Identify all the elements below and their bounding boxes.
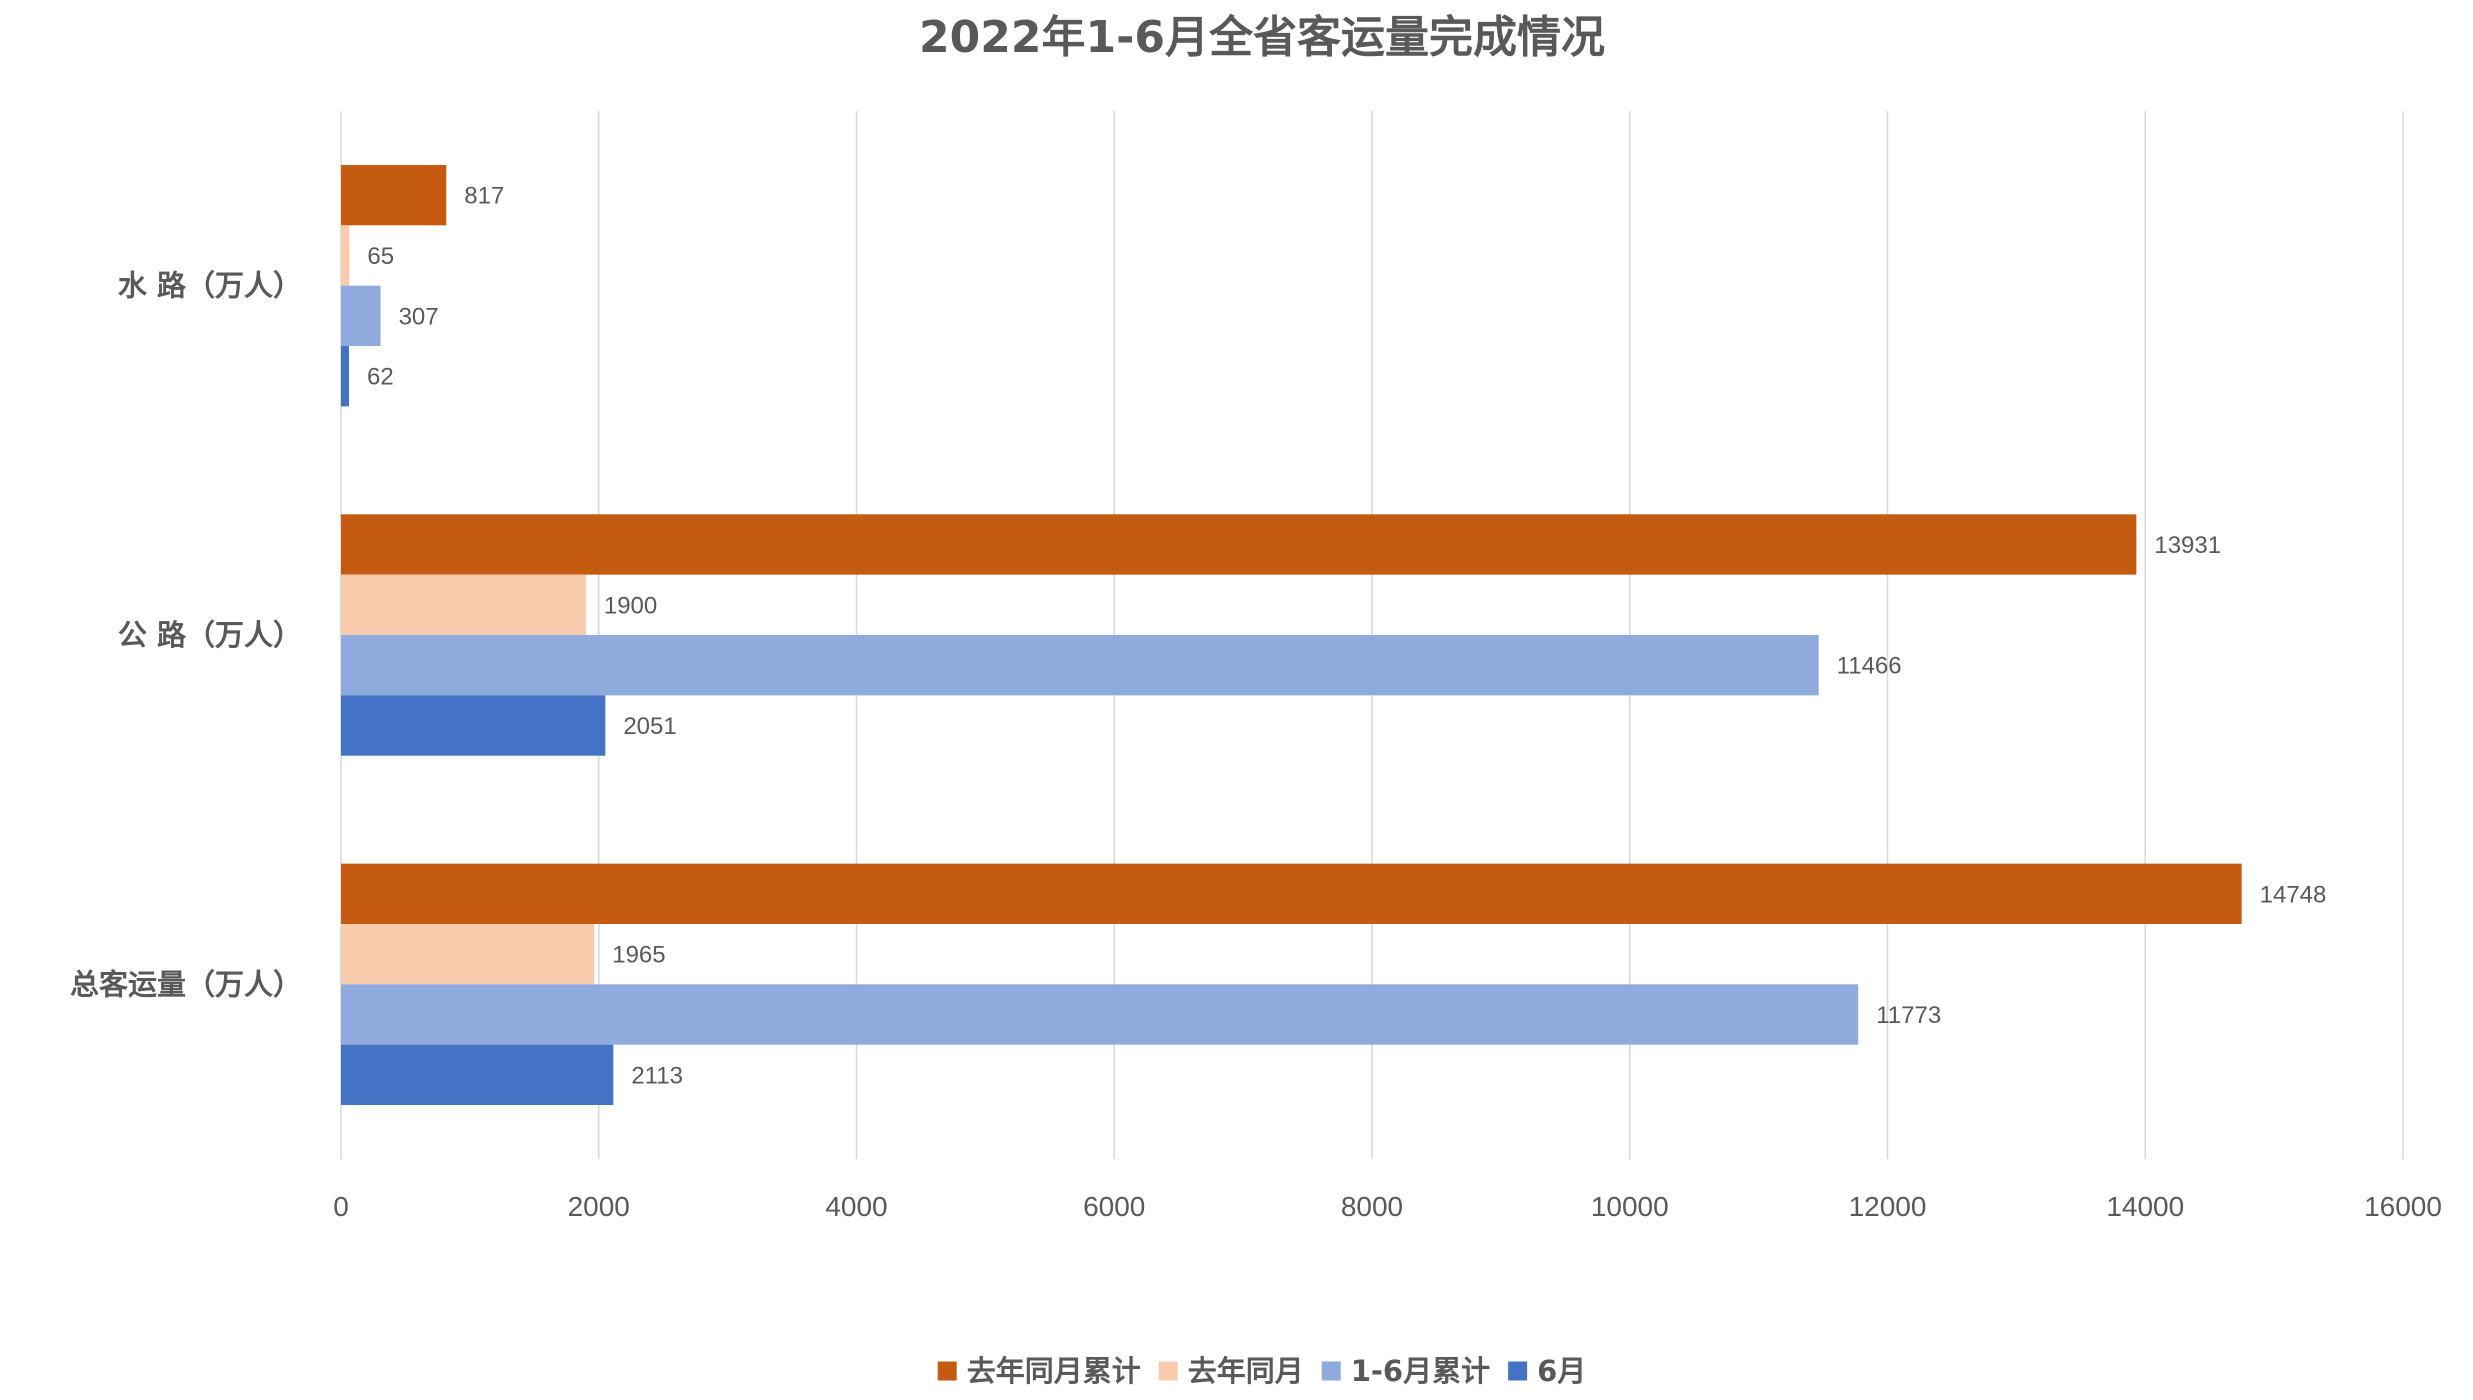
x-tick-label-14000: 14000 [2106,1191,2184,1222]
bar-june-highway [341,695,606,756]
x-tick-label-6000: 6000 [1083,1191,1145,1222]
bar-last-year-cumulative-highway [341,514,2137,575]
legend-item-last-year-cumulative: 去年同月累计 [937,1354,1141,1388]
data-label-last-year-cumulative-waterway: 817 [464,183,504,210]
bar-jan-jun-cumulative-total-passenger [341,984,1859,1045]
legend: 去年同月累计 去年同月 1-6月累计 6月 [937,1354,1586,1388]
data-label-june-waterway: 62 [367,364,394,391]
chart-title: 2022年1-6月全省客运量完成情况 [919,12,1605,63]
legend-label-jan-jun-cumulative: 1-6月累计 [1351,1354,1490,1388]
x-tick-label-12000: 12000 [1849,1191,1927,1222]
data-label-june-highway: 2051 [623,713,676,740]
legend-swatch-last-year-cumulative [937,1361,957,1381]
bar-last-year-cumulative-waterway [341,164,447,226]
x-tick-label-16000: 16000 [2364,1191,2442,1222]
data-label-last-year-same-month-total-passenger: 1965 [612,942,665,969]
legend-swatch-june [1508,1361,1528,1381]
data-label-june-total-passenger: 2113 [631,1062,683,1089]
bar-last-year-same-month-waterway [341,225,350,286]
category-axis: 水 路（万人） 公 路（万人） 总客运量（万人） [70,269,302,1002]
category-label-waterway: 水 路（万人） [118,269,302,303]
data-label-jan-jun-cumulative-highway: 11466 [1837,653,1902,680]
bar-june-total-passenger [341,1044,614,1106]
legend-swatch-last-year-same-month [1158,1361,1178,1381]
legend-item-jan-jun-cumulative: 1-6月累计 [1321,1354,1490,1388]
data-label-last-year-cumulative-highway: 13931 [2154,532,2221,559]
legend-item-june: 6月 [1508,1354,1586,1388]
data-label-jan-jun-cumulative-waterway: 307 [399,303,439,330]
x-tick-label-2000: 2000 [568,1191,630,1222]
category-label-total-passenger: 总客运量（万人） [70,967,302,1001]
bar-jan-jun-cumulative-waterway [341,285,381,347]
data-label-last-year-same-month-waterway: 65 [367,243,394,270]
category-label-highway: 公 路（万人） [118,618,302,652]
data-label-last-year-cumulative-total-passenger: 14748 [2260,881,2327,908]
value-axis: 0 2000 4000 6000 8000 10000 12000 14000 16000 [333,1191,2442,1222]
legend-item-last-year-same-month: 去年同月 [1158,1354,1304,1388]
x-tick-label-10000: 10000 [1591,1191,1669,1222]
bar-last-year-same-month-highway [341,574,586,635]
x-tick-label-8000: 8000 [1341,1191,1403,1222]
data-labels: 817 65 307 62 13931 1900 11466 2051 14748 1965 117… [367,183,2326,1090]
legend-label-last-year-cumulative: 去年同月累计 [967,1354,1141,1388]
x-tick-label-4000: 4000 [825,1191,887,1222]
bar-last-year-same-month-total-passenger [341,923,595,985]
bar-last-year-cumulative-total-passenger [341,863,2242,924]
bar-june-waterway [341,346,349,407]
bar-jan-jun-cumulative-highway [341,635,1819,696]
legend-label-last-year-same-month: 去年同月 [1188,1354,1304,1388]
x-tick-label-0: 0 [333,1191,349,1222]
legend-label-june: 6月 [1537,1354,1586,1388]
legend-swatch-jan-jun-cumulative [1321,1361,1341,1381]
data-label-last-year-same-month-highway: 1900 [604,592,657,619]
data-label-jan-jun-cumulative-total-passenger: 11773 [1876,1002,1941,1029]
bar-groups [341,164,2242,1106]
